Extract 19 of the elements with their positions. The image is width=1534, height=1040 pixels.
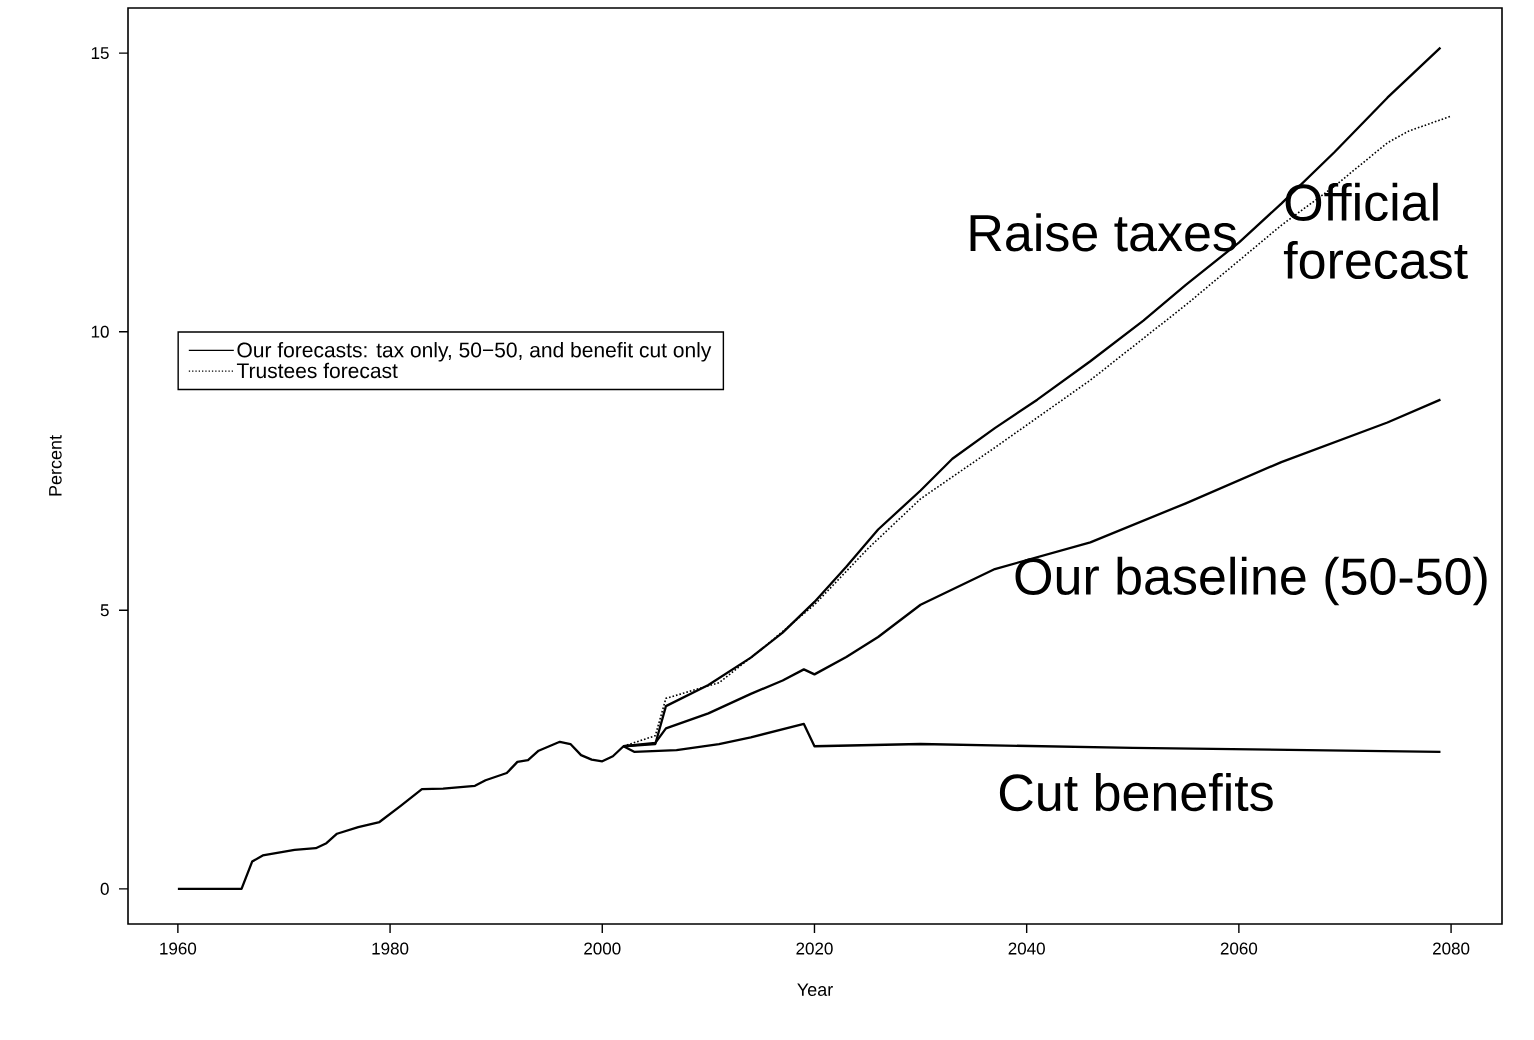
x-tick-label: 1960 (160, 942, 197, 955)
annotation: Official forecast (1283, 182, 1468, 280)
x-tick-label: 2080 (1433, 942, 1470, 955)
legend-label: Our forecasts: tax only, 50−50, and benefit cut only (237, 342, 712, 362)
x-tick-label: 2000 (584, 942, 621, 955)
y-tick-label: 15 (91, 47, 109, 60)
y-tick-label: 10 (91, 325, 109, 338)
x-tick-label: 2060 (1220, 942, 1258, 955)
y-tick-label: 5 (100, 604, 109, 617)
annotation: Our baseline (50-50) (1015, 556, 1487, 606)
x-tick-label: 2020 (796, 942, 833, 955)
y-axis-title: Percent (49, 435, 62, 496)
y-tick-label: 0 (100, 882, 109, 895)
legend-label: Trustees forecast (236, 362, 398, 379)
annotation: Cut benefits (999, 772, 1273, 812)
x-axis-title: Year (797, 983, 833, 996)
annotation: Raise taxes (970, 213, 1237, 252)
x-tick-label: 1980 (372, 942, 409, 955)
x-tick-label: 2040 (1008, 942, 1045, 955)
